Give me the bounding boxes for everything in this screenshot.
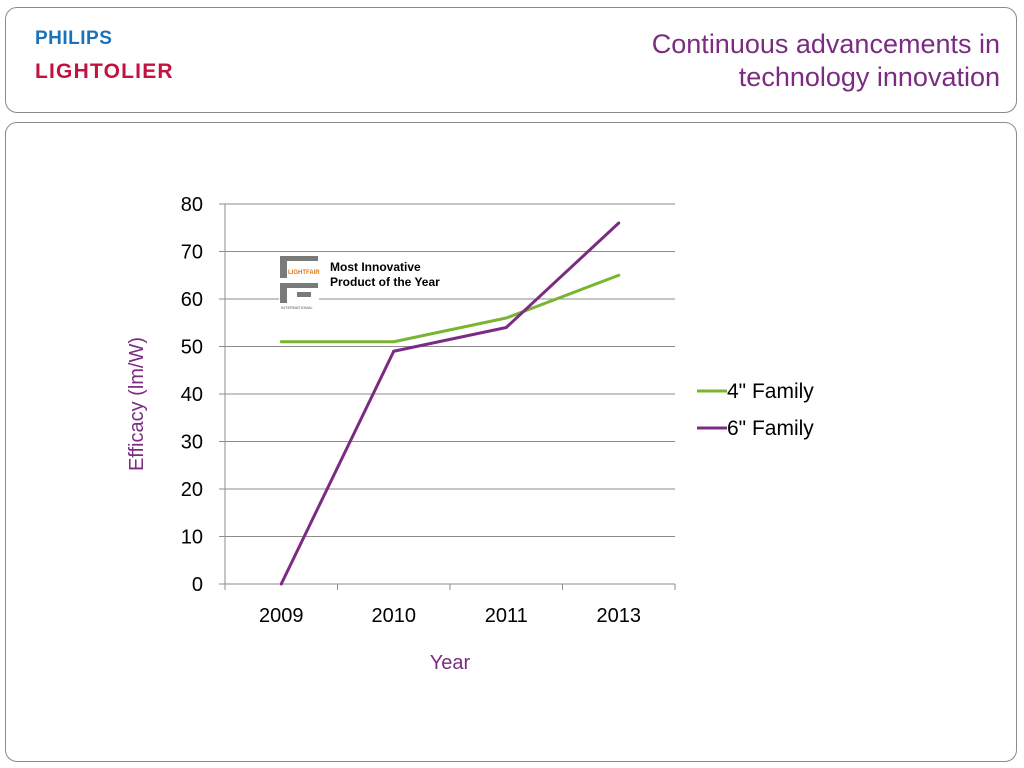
- award-line-1: Most Innovative: [330, 260, 421, 274]
- award-line-2: Product of the Year: [330, 275, 440, 289]
- x-tick-label-2011: 2011: [485, 605, 528, 627]
- legend-label-1: 6" Family: [727, 417, 814, 440]
- legend-label-0: 4" Family: [727, 380, 814, 403]
- x-axis-title: Year: [430, 652, 471, 674]
- y-tick-label: 20: [181, 479, 203, 501]
- series-1-point-2013: [617, 221, 621, 225]
- x-tick-label-2013: 2013: [597, 605, 642, 627]
- y-tick-label: 80: [181, 194, 203, 216]
- y-tick-label: 10: [181, 527, 203, 549]
- x-tick-label-2010: 2010: [372, 605, 417, 627]
- x-tick-label-2009: 2009: [259, 605, 304, 627]
- y-axis-title: Efficacy (lm/W): [126, 337, 148, 471]
- series-line-0: [281, 273, 620, 344]
- slide-title: Continuous advancements in technology in…: [520, 28, 1000, 94]
- y-tick-label: 50: [181, 337, 203, 359]
- series-0-point-2010: [392, 340, 396, 344]
- lightfair-logo-subtext: INTERNATIONAL: [281, 305, 313, 310]
- slide-title-line-2: technology innovation: [738, 62, 1000, 92]
- series-1-point-2009: [279, 582, 283, 586]
- y-tick-label: 30: [181, 432, 203, 454]
- y-tick-label: 60: [181, 289, 203, 311]
- series-1-point-2011: [504, 326, 508, 329]
- series-1-point-2010: [392, 349, 396, 353]
- philips-logo: PHILIPS: [35, 28, 113, 49]
- lightfair-logo-text: LIGHTFAIR: [288, 270, 320, 276]
- series-0-point-2009: [279, 340, 283, 344]
- series-0-point-2013: [617, 273, 621, 277]
- header-panel: [5, 7, 1017, 113]
- legend: 4" Family 6" Family: [697, 380, 814, 440]
- series-line-1: [279, 221, 620, 585]
- y-tick-label: 0: [192, 574, 203, 596]
- award-callout: LIGHTFAIR INTERNATIONAL Most Innovative …: [279, 255, 440, 317]
- axes: 0 10 20 30 40 50 60 70 80 2009 2010 2011 2013 Year Eff…: [126, 194, 676, 674]
- lightfair-logo-icon: LIGHTFAIR INTERNATIONAL: [279, 255, 320, 317]
- series-0-point-2011: [504, 316, 508, 320]
- slide-title-line-1: Continuous advancements in: [651, 29, 1000, 59]
- series-lines: [279, 221, 621, 586]
- lightolier-logo: LIGHTOLIER: [35, 60, 174, 83]
- y-tick-label: 70: [181, 242, 203, 264]
- gridlines: [225, 203, 675, 585]
- y-tick-label: 40: [181, 384, 203, 406]
